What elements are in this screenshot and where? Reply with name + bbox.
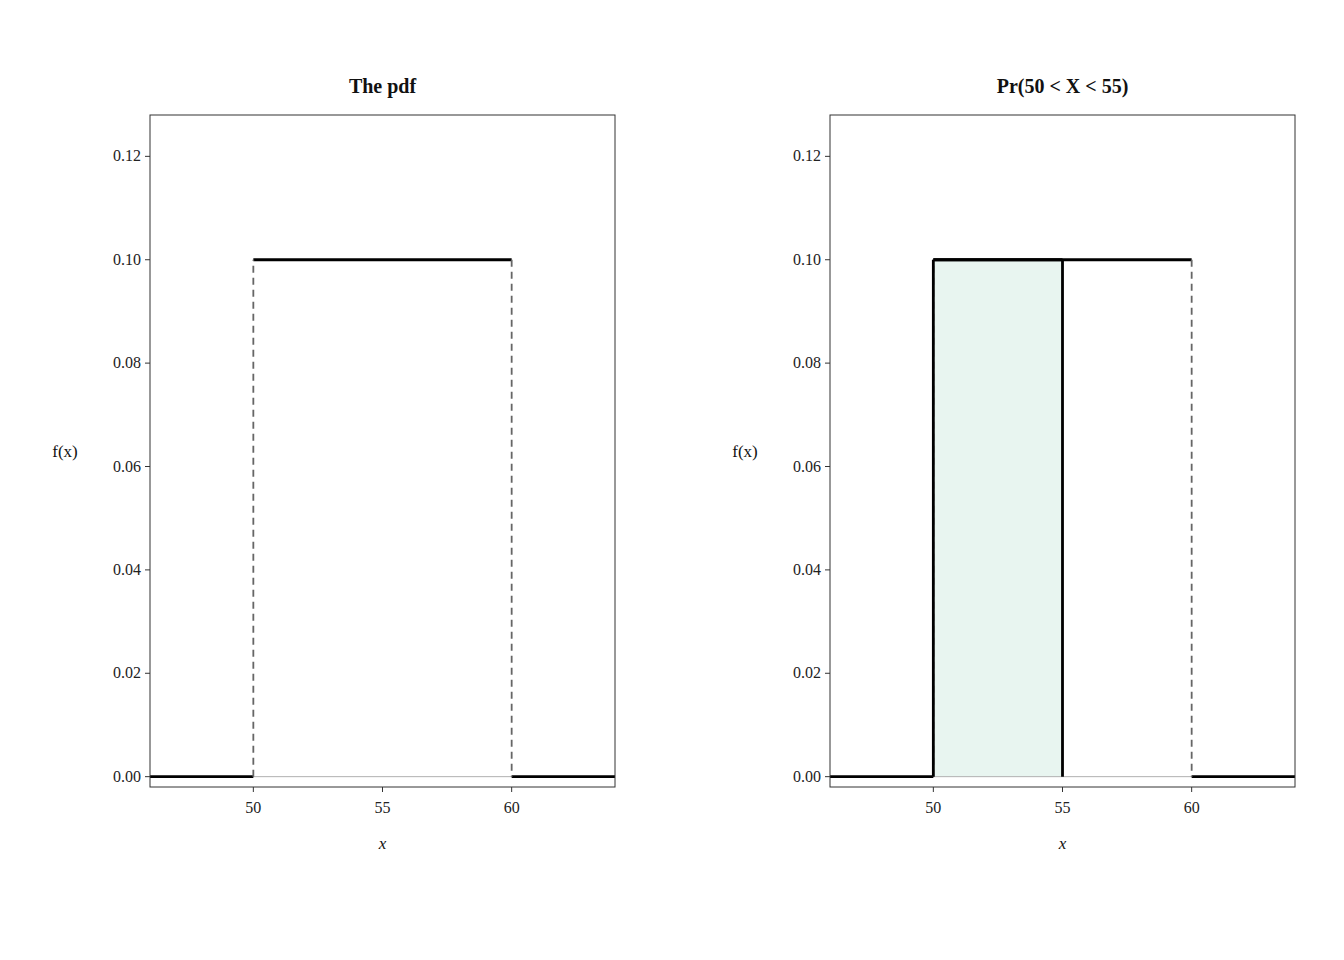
y-tick [825,466,830,467]
x-tick-label: 55 [1055,799,1071,816]
y-tick-label: 0.02 [793,664,821,681]
y-tick [145,776,150,777]
frame [150,115,615,787]
background [0,0,1344,960]
y-tick-label: 0.04 [113,561,141,578]
y-axis-label: f(x) [732,442,757,461]
figure: 50 55 60 0.00 0.02 0.04 0.06 0.08 0.10 0.12 x f(x) T… [0,0,1344,960]
panel: 50 55 60 0.00 0.02 0.04 0.06 0.08 0.10 0.12 x f(x) T… [52,75,615,853]
y-tick-label: 0.02 [113,664,141,681]
y-tick [145,156,150,157]
pdf-line [933,260,1062,777]
y-tick [825,259,830,260]
x-tick-label: 60 [504,799,520,816]
y-tick-label: 0.08 [793,354,821,371]
plot-area [830,260,1295,777]
chart-title: The pdf [349,75,417,98]
x-tick [1191,787,1192,792]
x-tick [1062,787,1063,792]
y-tick [825,363,830,364]
x-tick-label: 50 [245,799,261,816]
y-tick [825,776,830,777]
x-tick [253,787,254,792]
y-axis-label: f(x) [52,442,77,461]
chart-title: Pr(50 < X < 55) [997,75,1129,98]
x-tick [933,787,934,792]
y-tick [825,156,830,157]
pdf-line [150,260,615,777]
x-tick [511,787,512,792]
x-tick-label: 50 [925,799,941,816]
y-tick [145,363,150,364]
y-tick-label: 0.12 [113,147,141,164]
x-tick-label: 60 [1184,799,1200,816]
y-tick-label: 0.06 [113,458,141,475]
y-tick [145,259,150,260]
y-tick [825,569,830,570]
x-axis-label: x [1058,834,1067,853]
plot-area [150,260,615,777]
y-tick-label: 0.10 [113,251,141,268]
frame [830,115,1295,787]
y-tick-label: 0.04 [793,561,821,578]
panel: 50 55 60 0.00 0.02 0.04 0.06 0.08 0.10 0.12 x f(x) P… [732,75,1295,853]
x-axis-label: x [378,834,387,853]
y-tick-label: 0.08 [113,354,141,371]
pdf-line [830,260,1295,777]
y-tick-label: 0.12 [793,147,821,164]
y-tick [825,673,830,674]
y-tick [145,673,150,674]
x-tick [382,787,383,792]
y-tick [145,466,150,467]
y-tick [145,569,150,570]
shaded-area [933,260,1062,777]
dashed-line [933,260,1191,777]
y-tick-label: 0.10 [793,251,821,268]
dashed-line [253,260,511,777]
x-tick-label: 55 [375,799,391,816]
y-tick-label: 0.00 [113,768,141,785]
y-tick-label: 0.06 [793,458,821,475]
y-tick-label: 0.00 [793,768,821,785]
